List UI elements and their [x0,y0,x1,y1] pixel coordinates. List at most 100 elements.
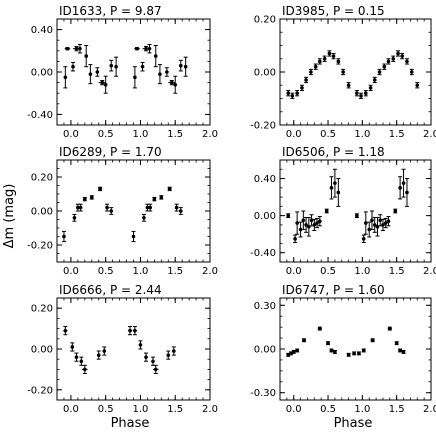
point-marker [295,91,299,95]
point-marker [84,54,89,58]
point-marker [165,70,169,74]
data-point [291,349,296,354]
point-marker [361,237,366,241]
data-point [159,195,164,200]
data-point [98,79,106,86]
point-marker [318,59,322,64]
point-marker [183,64,188,69]
data-point [369,210,374,231]
data-point [64,46,71,51]
data-point [109,59,114,72]
data-point [409,68,414,76]
x-tick-label: 2.0 [202,404,218,415]
data-point [404,178,409,207]
data-point [178,207,183,215]
y-tick-label: -0.40 [250,248,276,259]
data-point [331,52,336,60]
data-point [152,364,159,374]
x-tick-label: 2.0 [202,266,218,277]
point-marker [173,82,178,87]
x-tick-label: 0.5 [320,266,336,277]
data-point [173,75,178,94]
point-marker [114,64,118,69]
x-tick-label: 0.0 [63,129,79,140]
data-point [134,46,140,51]
point-marker [95,70,100,74]
point-marker [78,205,83,210]
data-point [153,45,158,68]
y-tick-label: -0.40 [27,110,53,121]
data-point [375,216,380,237]
point-marker [159,195,164,200]
data-point [72,213,77,222]
panel-2: ID3985, P = 0.15 0.0 0.5 1.0 1.5 2.0 -0.20 0.00… [250,4,436,140]
point-marker [148,205,152,210]
point-marker [295,348,299,353]
point-marker [312,223,317,227]
point-marker [401,350,406,354]
point-marker [286,91,291,95]
data-point [79,356,84,366]
y-tick-label: -0.20 [250,121,276,132]
data-point [301,338,307,343]
panel-title: ID1633, P = 9.87 [59,4,162,18]
point-marker [361,348,366,353]
data-point [295,348,300,353]
data-point [84,45,89,68]
point-marker [367,227,372,232]
data-point [82,196,87,202]
point-marker [293,237,297,241]
data-point [322,55,327,62]
point-marker [313,64,318,69]
point-marker [381,223,385,227]
data-point [370,338,375,343]
point-marker [324,209,329,213]
point-marker [300,86,304,90]
point-marker [138,343,143,347]
x-tick-label: 1.5 [389,404,405,415]
data-point [147,43,152,54]
point-marker [346,83,351,88]
data-point [293,234,298,244]
data-point [138,340,143,350]
data-point [140,61,145,72]
data-point [88,64,93,85]
x-axis-label-left: Phase [111,416,150,431]
panel-title: ID6666, P = 2.44 [59,283,162,297]
point-marker [144,46,148,51]
data-point [404,58,409,65]
point-marker [131,234,136,239]
point-marker [102,349,107,353]
point-marker [291,350,296,354]
data-point [286,90,291,97]
point-marker [302,338,306,343]
x-tick-label: 0.5 [98,266,114,277]
data-point [317,58,322,65]
point-marker [167,187,172,191]
x-tick-label: 0.5 [320,404,336,415]
data-point [346,82,351,89]
x-tick-label: 1.0 [133,404,149,415]
x-tick-label: 0.0 [63,404,79,415]
point-marker [377,70,382,74]
point-marker [128,328,132,333]
panel-title: ID6289, P = 1.70 [59,145,162,159]
x-tick-label: 1.0 [133,266,149,277]
y-tick-label: 0.40 [31,25,53,36]
data-point [398,176,403,200]
point-marker [401,181,406,185]
point-marker [329,186,334,190]
data-point [183,56,188,77]
point-marker [169,80,174,85]
data-point [401,168,406,198]
data-point [63,326,68,336]
point-marker [372,223,377,227]
data-point [157,64,162,85]
panel-6: ID6747, P = 1.60 0.0 0.5 1.0 1.5 2.0 -0.30 0.00… [250,283,436,415]
point-marker [333,350,337,354]
panel-3: ID6289, P = 1.70 0.0 0.5 1.0 1.5 2.0 -0.20 0.00… [27,145,218,277]
point-marker [174,205,179,210]
panel-4: ID6506, P = 1.18 0.0 0.5 1.0 1.5 2.0 -0.40 0.00… [250,145,436,277]
data-point [396,50,401,57]
data-point [313,63,318,70]
